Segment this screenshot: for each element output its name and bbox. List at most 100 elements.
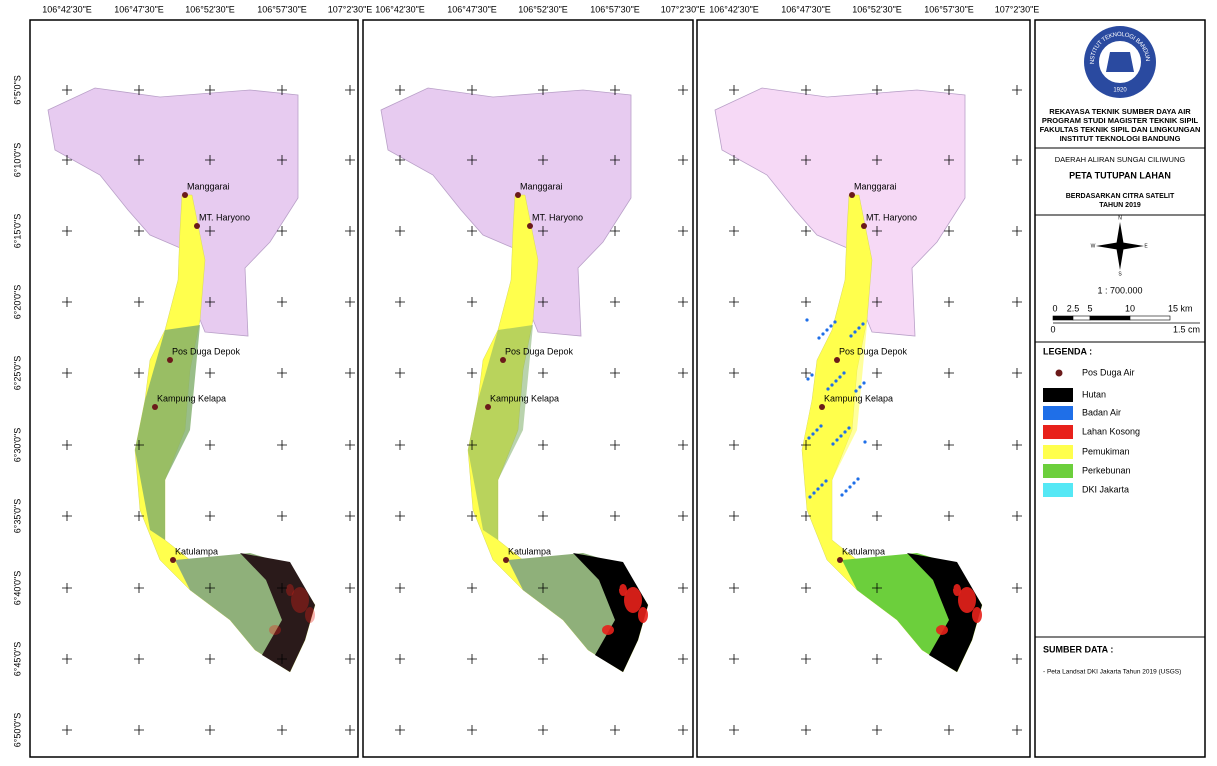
lat-label: 6°5'0"S [12,75,22,105]
station-label: Katulampa [175,546,218,556]
lon-label: 106°47'30"E [447,4,497,14]
legend-swatch [1043,445,1073,459]
grid-cross [345,511,355,521]
grid-cross [277,440,287,450]
grid-cross [1012,226,1022,236]
grid-cross [395,368,405,378]
grid-cross [872,85,882,95]
lon-label: 106°57'30"E [924,4,974,14]
grid-cross [134,368,144,378]
grid-cross [872,654,882,664]
bare-land [972,607,982,623]
grid-cross [345,155,355,165]
grid-cross [678,654,688,664]
water-speck [807,436,811,440]
bare-land [638,607,648,623]
water-speck [834,379,838,383]
grid-cross [872,368,882,378]
bare-land [305,607,315,623]
grid-cross [205,511,215,521]
grid-cross [395,654,405,664]
plantation [802,325,867,540]
north-arrow [1096,222,1144,270]
grid-cross [62,85,72,95]
lon-label: 106°42'30"E [42,4,92,14]
grid-cross [944,440,954,450]
map-panel: 106°42'30"E 106°47'30"E 106°52'30"E 106°57'… [375,4,705,735]
grid-cross [944,155,954,165]
scale-segment [1089,315,1131,321]
grid-cross [538,440,548,450]
water-speck [824,479,828,483]
grid-cross [1012,440,1022,450]
bare-land [291,587,309,613]
grid-cross [678,440,688,450]
grid-cross [610,368,620,378]
grid-cross [944,511,954,521]
grid-cross [345,440,355,450]
grid-cross [944,654,954,664]
bare-land [936,625,948,635]
water-speck [821,332,825,336]
water-speck [854,389,858,393]
grid-cross [729,583,739,593]
station [182,192,188,198]
grid-cross [277,511,287,521]
station [170,557,176,563]
grid-cross [395,155,405,165]
water-speck [805,318,809,322]
water-speck [810,373,814,377]
station-label: Manggarai [520,181,563,191]
grid-cross [395,440,405,450]
station-label: Kampung Kelapa [490,393,559,403]
lon-label: 107°2'30"E [995,4,1040,14]
grid-cross [134,440,144,450]
header-line: INSTITUT TEKNOLOGI BANDUNG [1060,134,1181,143]
bare-land [953,584,961,596]
bare-land [619,584,627,596]
station [500,357,506,363]
jakarta-area [47,87,299,337]
station [849,192,855,198]
water-speck [830,383,834,387]
grid-cross [134,511,144,521]
grid-cross [678,297,688,307]
grid-cross [134,654,144,664]
grid-cross [729,226,739,236]
cm-label: 0 [1050,324,1055,334]
scale-ratio: 1 : 700.000 [1097,285,1142,295]
grid-cross [678,725,688,735]
north-letter: E [1144,243,1148,249]
scale-segment [1052,315,1074,321]
grid-cross [277,654,287,664]
jakarta-area [714,87,966,337]
water-speck [848,485,852,489]
grid-cross [729,85,739,95]
grid-cross [395,583,405,593]
legend-label: DKI Jakarta [1082,484,1129,494]
grid-cross [134,583,144,593]
north-letter: W [1091,243,1096,249]
grid-cross [345,85,355,95]
grid-cross [277,583,287,593]
grid-cross [1012,583,1022,593]
forest [240,553,315,672]
grid-cross [801,440,811,450]
grid-cross [729,511,739,521]
grid-cross [277,297,287,307]
plantation [468,325,533,540]
lat-label: 6°25'0"S [12,356,22,391]
grid-cross [205,654,215,664]
grid-cross [62,155,72,165]
lat-label: 6°40'0"S [12,571,22,606]
legend-symbol [1055,369,1063,377]
grid-cross [345,297,355,307]
grid-cross [62,654,72,664]
grid-cross [610,654,620,664]
water-speck [853,330,857,334]
grid-cross [345,725,355,735]
station [194,223,200,229]
grid-cross [1012,511,1022,521]
grid-cross [467,155,477,165]
grid-cross [678,368,688,378]
